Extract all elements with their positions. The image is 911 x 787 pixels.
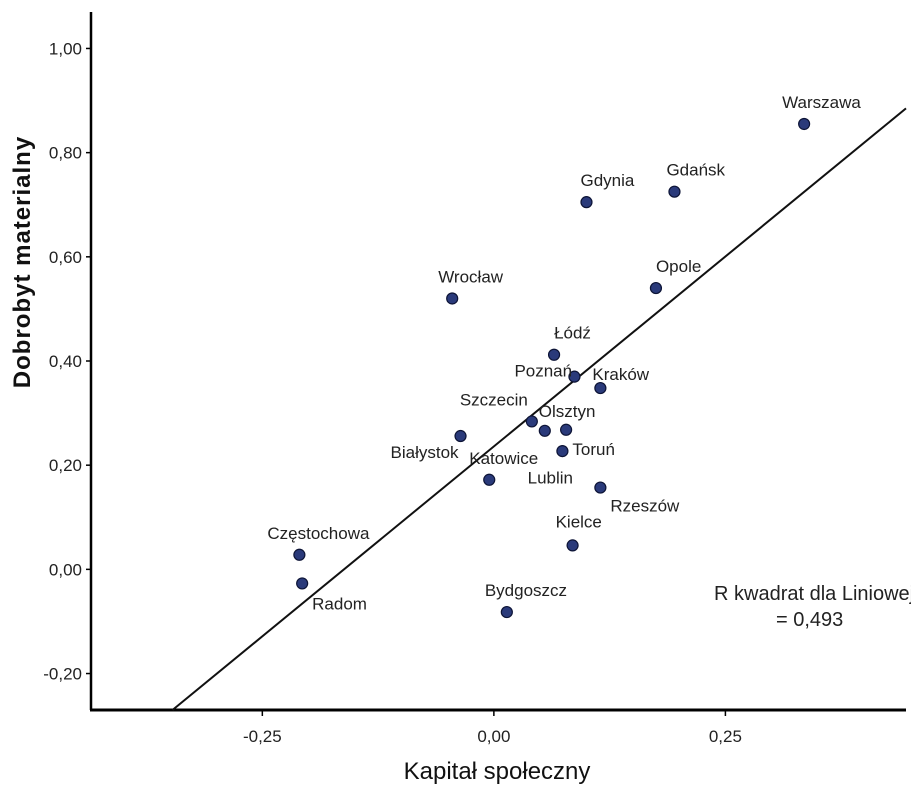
r-squared-value: = 0,493 (776, 609, 843, 631)
point-label: Katowice (469, 449, 538, 468)
axes (89, 12, 906, 712)
point-label: Gdynia (580, 171, 634, 190)
point-label: Radom (312, 594, 367, 613)
y-tick-label: -0,20 (43, 665, 82, 684)
data-point (556, 445, 569, 458)
point-label: Warszawa (782, 93, 861, 112)
r-squared-label: R kwadrat dla Liniowej (714, 583, 911, 605)
y-tick-label: 0,60 (49, 248, 82, 267)
data-point (446, 292, 459, 305)
data-point (293, 548, 306, 561)
point-label: Poznań (514, 362, 572, 381)
data-point (500, 605, 513, 619)
y-axis-title: Dobrobyt materialny (9, 136, 36, 388)
point-label: Wrocław (438, 267, 504, 286)
data-point (580, 196, 593, 209)
point-label: Toruń (572, 440, 615, 459)
data-point (668, 185, 681, 198)
fit-line-group (171, 107, 907, 711)
y-tick-label: 0,40 (49, 352, 82, 371)
point-label: Łódź (554, 324, 591, 343)
data-point (296, 577, 309, 590)
data-point (454, 429, 467, 443)
fit-line (171, 107, 907, 711)
point-label: Kielce (556, 512, 602, 531)
x-axis-title: Kapitał społeczny (404, 758, 591, 785)
data-point (594, 381, 607, 395)
x-ticks: -0,25 0,00 0,25 (243, 710, 742, 746)
y-tick-label: 1,00 (49, 39, 82, 58)
point-label: Gdańsk (666, 161, 725, 180)
data-points (293, 117, 811, 619)
point-label: Częstochowa (267, 524, 370, 543)
data-point (594, 481, 607, 494)
data-point (568, 370, 581, 383)
x-tick-label: -0,25 (243, 727, 282, 746)
point-label: Kraków (592, 365, 649, 384)
data-point (547, 348, 561, 361)
y-tick-label: 0,00 (49, 560, 82, 579)
point-label: Rzeszów (610, 497, 680, 516)
data-point (649, 281, 663, 295)
data-point (798, 117, 811, 131)
y-tick-label: 0,20 (49, 456, 82, 475)
data-point (538, 424, 551, 437)
point-labels: Warszawa Gdańsk Gdynia Opole Wrocław Łódź Pozn… (267, 93, 861, 613)
point-label: Olsztyn (539, 402, 596, 421)
y-ticks: 1,00 0,80 0,60 0,40 0,20 0,00 -0,20 (43, 39, 91, 684)
data-point (560, 423, 573, 436)
point-label: Opole (656, 257, 701, 276)
point-label: Szczecin (460, 390, 528, 409)
data-point (483, 473, 496, 486)
point-label: Lublin (528, 469, 573, 488)
x-tick-label: 0,25 (709, 727, 742, 746)
data-point (566, 539, 579, 552)
point-label: Bydgoszcz (485, 581, 567, 600)
y-tick-label: 0,80 (49, 144, 82, 163)
point-label: Białystok (391, 443, 460, 462)
x-tick-label: 0,00 (477, 727, 510, 746)
data-point (525, 415, 538, 428)
